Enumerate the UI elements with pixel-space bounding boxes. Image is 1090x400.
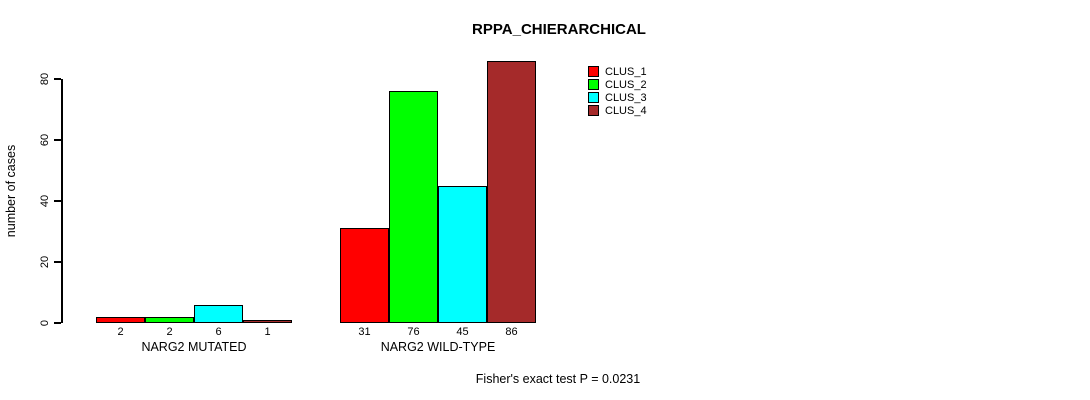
bar-clus_1-mutated <box>96 316 145 323</box>
y-tick-mark <box>54 322 61 324</box>
bar-value-label: 6 <box>215 326 222 338</box>
legend-item-clus_4: CLUS_4 <box>588 104 647 117</box>
y-tick-label: 80 <box>39 72 51 86</box>
bar-value-label: 2 <box>117 326 124 338</box>
y-tick-mark <box>54 78 61 80</box>
y-tick-label: 40 <box>39 194 51 208</box>
bar-clus_4-wild-type <box>487 60 536 323</box>
y-tick-label: 60 <box>39 133 51 147</box>
bar-clus_3-wild-type <box>438 185 487 323</box>
bar-value-label: 1 <box>264 326 271 338</box>
y-axis-line <box>61 79 63 323</box>
y-tick-label: 0 <box>39 319 51 327</box>
annotation-fisher-test: Fisher's exact test P = 0.0231 <box>475 372 641 386</box>
legend-label: CLUS_3 <box>605 91 647 104</box>
x-category-label: NARG2 WILD-TYPE <box>380 340 496 354</box>
bar-clus_3-mutated <box>194 304 243 323</box>
bar-value-label: 45 <box>456 326 469 338</box>
legend-label: CLUS_2 <box>605 78 647 91</box>
bar-value-label: 31 <box>358 326 371 338</box>
legend-swatch-clus_3 <box>588 92 599 103</box>
legend-item-clus_1: CLUS_1 <box>588 65 647 78</box>
bar-value-label: 2 <box>166 326 173 338</box>
legend-swatch-clus_1 <box>588 66 599 77</box>
legend-label: CLUS_4 <box>605 104 647 117</box>
legend-item-clus_3: CLUS_3 <box>588 91 647 104</box>
y-tick-mark <box>54 200 61 202</box>
chart-title: RPPA_CHIERARCHICAL <box>472 21 646 38</box>
legend-label: CLUS_1 <box>605 65 647 78</box>
x-category-label: NARG2 MUTATED <box>141 340 247 354</box>
y-tick-mark <box>54 261 61 263</box>
bar-clus_4-mutated <box>243 319 292 323</box>
bar-value-label: 76 <box>407 326 420 338</box>
legend-swatch-clus_4 <box>588 105 599 116</box>
bar-clus_2-wild-type <box>389 91 438 323</box>
legend-swatch-clus_2 <box>588 79 599 90</box>
bar-clus_1-wild-type <box>340 228 389 323</box>
legend: CLUS_1 CLUS_2 CLUS_3 CLUS_4 <box>588 65 647 117</box>
bar-clus_2-mutated <box>145 316 194 323</box>
legend-item-clus_2: CLUS_2 <box>588 78 647 91</box>
y-tick-label: 20 <box>39 255 51 269</box>
y-tick-mark <box>54 139 61 141</box>
bar-value-label: 86 <box>505 326 518 338</box>
y-axis-label: number of cases <box>4 144 18 238</box>
